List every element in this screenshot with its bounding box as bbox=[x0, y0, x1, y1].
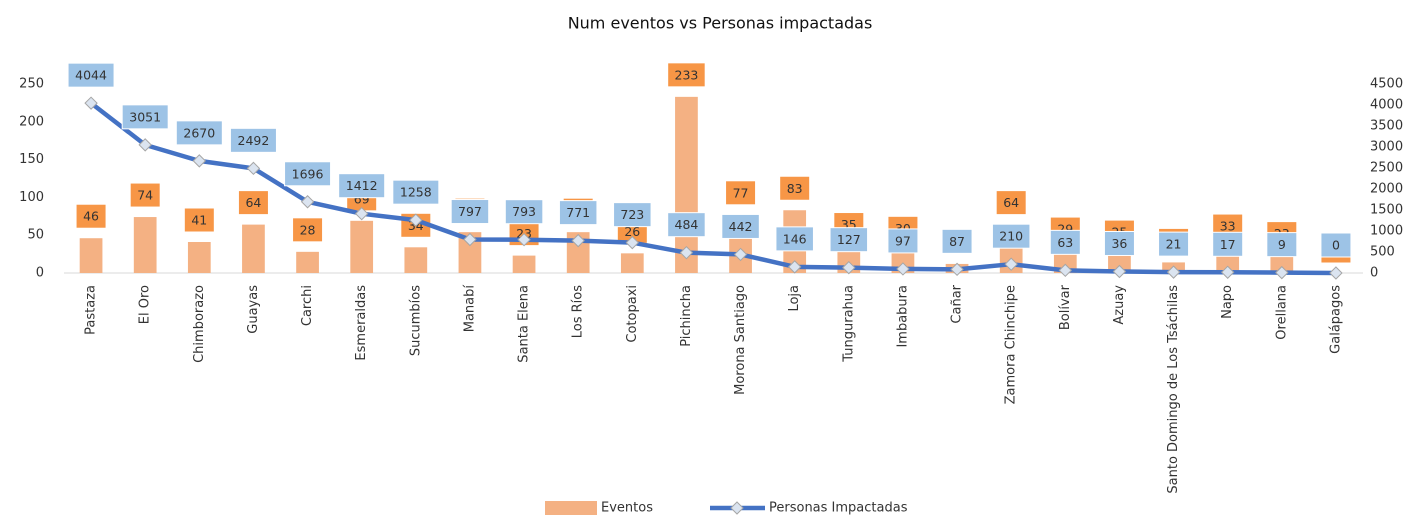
legend-swatch bbox=[545, 501, 597, 515]
bar-value-label: 77 bbox=[733, 185, 749, 200]
y2-tick-label: 4500 bbox=[1370, 77, 1403, 92]
x-tick-label: Orellana bbox=[1274, 285, 1289, 340]
chart-title: Num eventos vs Personas impactadas bbox=[568, 14, 873, 33]
line-value-label: 87 bbox=[949, 234, 965, 249]
legend-label: Eventos bbox=[601, 501, 653, 516]
legend-item: Personas Impactadas bbox=[710, 501, 908, 516]
bar bbox=[80, 238, 103, 273]
y2-tick-label: 2000 bbox=[1370, 182, 1403, 197]
y2-tick-label: 3000 bbox=[1370, 140, 1403, 155]
x-tick-label: Manabí bbox=[462, 285, 477, 333]
bar-value-label: 28 bbox=[300, 222, 316, 237]
x-tick-label: Imbabura bbox=[895, 285, 910, 348]
y-tick-label: 50 bbox=[27, 228, 44, 243]
x-tick-label: Zamora Chinchipe bbox=[1004, 285, 1019, 404]
y2-tick-label: 2500 bbox=[1370, 161, 1403, 176]
line-value-label: 146 bbox=[783, 231, 807, 246]
line-marker bbox=[1330, 267, 1342, 279]
y2-tick-label: 3500 bbox=[1370, 119, 1403, 134]
x-tick-label: Azuay bbox=[1112, 285, 1127, 325]
y-tick-label: 250 bbox=[19, 77, 44, 92]
bar bbox=[242, 225, 265, 273]
x-tick-label: Napo bbox=[1220, 285, 1235, 319]
line-value-label: 484 bbox=[675, 217, 699, 232]
x-tick-label: Bolívar bbox=[1058, 284, 1073, 330]
bar bbox=[621, 253, 644, 273]
x-tick-label: Cañar bbox=[950, 284, 965, 323]
line-marker bbox=[193, 155, 205, 167]
line-value-label: 442 bbox=[729, 219, 753, 234]
x-tick-label: Chimborazo bbox=[192, 285, 207, 363]
line-value-label: 127 bbox=[837, 232, 861, 247]
line-value-label: 21 bbox=[1166, 237, 1182, 252]
bar bbox=[296, 252, 319, 273]
y2-tick-label: 500 bbox=[1370, 245, 1395, 260]
x-tick-label: Guayas bbox=[246, 285, 261, 334]
bar bbox=[350, 221, 373, 273]
legend-marker bbox=[731, 502, 743, 514]
line-value-label: 1412 bbox=[346, 178, 378, 193]
x-tick-label: Morona Santiago bbox=[733, 285, 748, 395]
y-tick-label: 150 bbox=[19, 152, 44, 167]
line-value-label: 2492 bbox=[238, 133, 270, 148]
bar-value-label: 33 bbox=[1220, 219, 1236, 234]
line-value-label: 210 bbox=[999, 229, 1023, 244]
y2-tick-label: 4000 bbox=[1370, 98, 1403, 113]
x-tick-label: Santo Domingo de Los Tsáchilas bbox=[1166, 285, 1181, 494]
bar-value-label: 64 bbox=[245, 195, 261, 210]
bar-value-label: 233 bbox=[675, 67, 699, 82]
line-value-label: 3051 bbox=[129, 109, 161, 124]
x-tick-label: Esmeraldas bbox=[354, 285, 369, 361]
bar bbox=[134, 217, 157, 273]
line-value-label: 4044 bbox=[75, 68, 107, 83]
line-value-label: 771 bbox=[566, 205, 590, 220]
y-tick-label: 0 bbox=[36, 266, 44, 281]
x-tick-label: El Oro bbox=[138, 285, 153, 324]
legend-item: Eventos bbox=[545, 501, 653, 516]
line-value-label: 36 bbox=[1111, 236, 1127, 251]
chart: Num eventos vs Personas impactadas 0 50 10… bbox=[0, 0, 1419, 517]
line-value-label: 0 bbox=[1332, 238, 1340, 253]
x-tick-label: Los Ríos bbox=[571, 285, 586, 338]
bar-value-label: 41 bbox=[191, 213, 207, 228]
line-value-label: 2670 bbox=[183, 125, 215, 140]
line-value-label: 1258 bbox=[400, 185, 432, 200]
line bbox=[91, 103, 1336, 273]
y-tick-label: 100 bbox=[19, 190, 44, 205]
line-value-label: 9 bbox=[1278, 237, 1286, 252]
x-tick-label: Tungurahua bbox=[841, 285, 856, 363]
x-tick-label: Carchi bbox=[300, 285, 315, 326]
bar-value-label: 83 bbox=[787, 181, 803, 196]
bar-value-label: 46 bbox=[83, 209, 99, 224]
x-tick-label: Loja bbox=[787, 285, 802, 312]
line-value-label: 793 bbox=[512, 204, 536, 219]
line-value-label: 97 bbox=[895, 233, 911, 248]
line-value-label: 797 bbox=[458, 204, 482, 219]
bar-value-label: 64 bbox=[1003, 195, 1019, 210]
legend-label: Personas Impactadas bbox=[769, 501, 908, 516]
line-value-label: 1696 bbox=[292, 166, 324, 181]
x-tick-label: Santa Elena bbox=[517, 285, 532, 363]
y-tick-label: 200 bbox=[19, 114, 44, 129]
bar bbox=[188, 242, 211, 273]
bar bbox=[404, 247, 427, 273]
x-tick-label: Cotopaxi bbox=[625, 285, 640, 343]
x-tick-label: Pichincha bbox=[679, 285, 694, 347]
x-tick-label: Galápagos bbox=[1328, 285, 1343, 354]
line-value-label: 17 bbox=[1220, 237, 1236, 252]
y2-tick-label: 1500 bbox=[1370, 203, 1403, 218]
x-tick-label: Sucumbíos bbox=[408, 285, 423, 356]
y2-tick-label: 1000 bbox=[1370, 224, 1403, 239]
bar bbox=[513, 256, 536, 273]
bar-value-label: 74 bbox=[137, 188, 153, 203]
y2-tick-label: 0 bbox=[1370, 266, 1378, 281]
line-value-label: 723 bbox=[620, 207, 644, 222]
line-value-label: 63 bbox=[1057, 235, 1073, 250]
x-tick-label: Pastaza bbox=[84, 285, 99, 335]
